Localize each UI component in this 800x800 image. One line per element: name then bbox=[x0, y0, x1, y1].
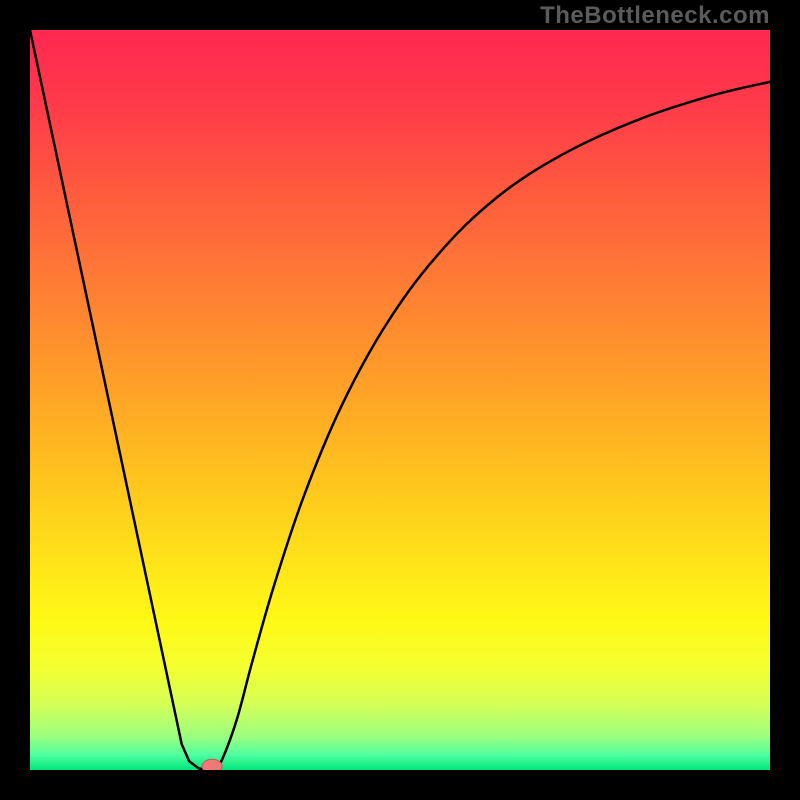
gradient-background bbox=[30, 30, 770, 770]
plot-area bbox=[30, 30, 770, 770]
optimum-marker bbox=[202, 759, 222, 770]
plot-svg bbox=[30, 30, 770, 770]
watermark-text: TheBottleneck.com bbox=[540, 2, 770, 30]
